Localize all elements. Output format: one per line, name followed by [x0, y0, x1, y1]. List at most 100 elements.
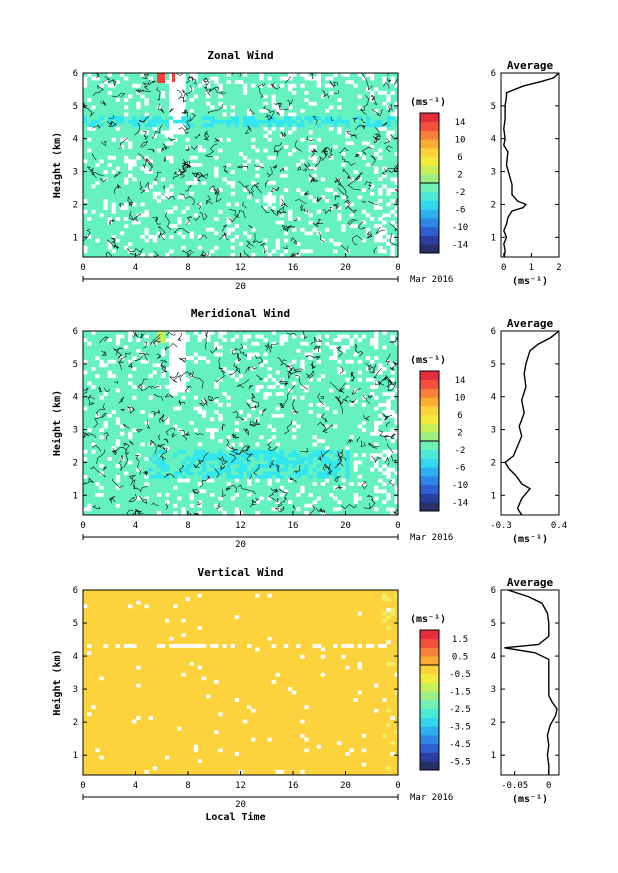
heatmap-field [83, 73, 398, 257]
colorbar-tick-label: 0.5 [452, 652, 468, 662]
colorbar-segment [420, 388, 439, 398]
colorbar-tick-label: -14 [452, 240, 468, 250]
colorbar-segment [420, 371, 439, 381]
colorbar-tick-label: -5.5 [449, 757, 471, 767]
colorbar-tick-label: -6 [455, 205, 466, 215]
average-x-tick-label: 2 [556, 263, 561, 273]
colorbar-tick-label: -0.5 [449, 670, 471, 680]
average-profile-line [504, 330, 560, 516]
average-x-label: (ms⁻¹) [512, 794, 548, 805]
average-y-tick-label: 1 [491, 491, 496, 501]
x-tick-label: 20 [340, 521, 351, 531]
y-tick-label: 4 [73, 135, 78, 145]
average-frame [500, 330, 560, 516]
colorbar-label: (ms⁻¹) [410, 614, 446, 625]
peak-patch [157, 73, 165, 83]
colorbar-segment [420, 656, 439, 666]
colorbar-tick-label: -6 [455, 463, 466, 473]
x-tick-label: 12 [235, 781, 246, 791]
average-y-tick-label: 3 [491, 426, 496, 436]
y-tick-label: 6 [73, 586, 78, 596]
x-tick-label: 20 [340, 781, 351, 791]
average-y-tick-label: 4 [491, 135, 496, 145]
colorbar-segment [420, 691, 439, 701]
colorbar-label: (ms⁻¹) [410, 97, 446, 108]
colorbar-segment [420, 235, 439, 245]
heatmap-field [83, 331, 398, 515]
y-tick-label: 3 [73, 168, 78, 178]
day-label: 20 [235, 540, 246, 550]
date-label: Mar 2016 [410, 533, 453, 543]
y-tick-label: 6 [73, 327, 78, 337]
colorbar-segment [420, 449, 439, 459]
colorbar-segment [420, 752, 439, 762]
colorbar-tick-label: 14 [455, 376, 466, 386]
colorbar-tick-label: -1.5 [449, 687, 471, 697]
average-x-tick-label: 0.4 [551, 521, 567, 531]
colorbar-segment [420, 191, 439, 201]
average-frame [500, 72, 560, 258]
colorbar-segment [420, 458, 439, 468]
average-x-tick-label: -0.05 [501, 781, 528, 791]
colorbar-segment [420, 156, 439, 166]
colorbar-segment [420, 130, 439, 140]
x-tick-label: 0 [395, 263, 400, 273]
average-x-label: (ms⁻¹) [512, 276, 548, 287]
colorbar-frame [419, 629, 440, 771]
average-y-tick-label: 2 [491, 718, 496, 728]
colorbar-segment [420, 397, 439, 407]
average-y-tick-label: 2 [491, 458, 496, 468]
colorbar-segment [420, 708, 439, 718]
colorbar-segment [420, 441, 439, 451]
colorbar-tick-label: 2 [457, 170, 462, 180]
colorbar-segment [420, 209, 439, 219]
heatmap-background [83, 590, 398, 775]
colorbar-tick-label: -10 [452, 223, 468, 233]
y-tick-label: 5 [73, 360, 78, 370]
heatmap-field [83, 590, 398, 775]
colorbar-segment [420, 673, 439, 683]
colorbar-segment [420, 148, 439, 158]
colorbar-segment [420, 113, 439, 123]
colorbar-tick-label: 6 [457, 153, 462, 163]
panel-title: Meridional Wind [191, 307, 290, 320]
y-tick-label: 5 [73, 619, 78, 629]
y-tick-label: 3 [73, 426, 78, 436]
colorbar-segment [420, 218, 439, 228]
average-y-tick-label: 1 [491, 233, 496, 243]
x-tick-label: 16 [288, 263, 299, 273]
average-y-tick-label: 2 [491, 200, 496, 210]
y-axis-label: Height (km) [51, 390, 63, 456]
colorbar-tick-label: 6 [457, 411, 462, 421]
average-y-tick-label: 5 [491, 619, 496, 629]
average-y-tick-label: 5 [491, 102, 496, 112]
y-tick-label: 2 [73, 200, 78, 210]
colorbar-segment [420, 476, 439, 486]
colorbar-label: (ms⁻¹) [410, 355, 446, 366]
y-axis-label: Height (km) [51, 132, 63, 198]
x-tick-label: 12 [235, 521, 246, 531]
x-tick-label: 0 [395, 521, 400, 531]
average-x-tick-label: 1 [529, 263, 534, 273]
y-tick-label: 4 [73, 652, 78, 662]
y-tick-label: 1 [73, 491, 78, 501]
colorbar-segment [420, 432, 439, 442]
average-y-tick-label: 4 [491, 393, 496, 403]
average-y-tick-label: 5 [491, 360, 496, 370]
colorbar-segment [420, 467, 439, 477]
colorbar-segment [420, 682, 439, 692]
y-axis-label: Height (km) [51, 649, 63, 715]
y-tick-label: 2 [73, 458, 78, 468]
x-tick-label: 12 [235, 263, 246, 273]
y-tick-label: 5 [73, 102, 78, 112]
x-tick-label: 0 [80, 263, 85, 273]
colorbar-segment [420, 484, 439, 494]
average-y-tick-label: 1 [491, 751, 496, 761]
colorbar-tick-label: -4.5 [449, 740, 471, 750]
average-y-tick-label: 3 [491, 685, 496, 695]
colorbar-segment [420, 630, 439, 640]
colorbar-segment [420, 761, 439, 771]
x-axis-label: Local Time [205, 811, 265, 823]
